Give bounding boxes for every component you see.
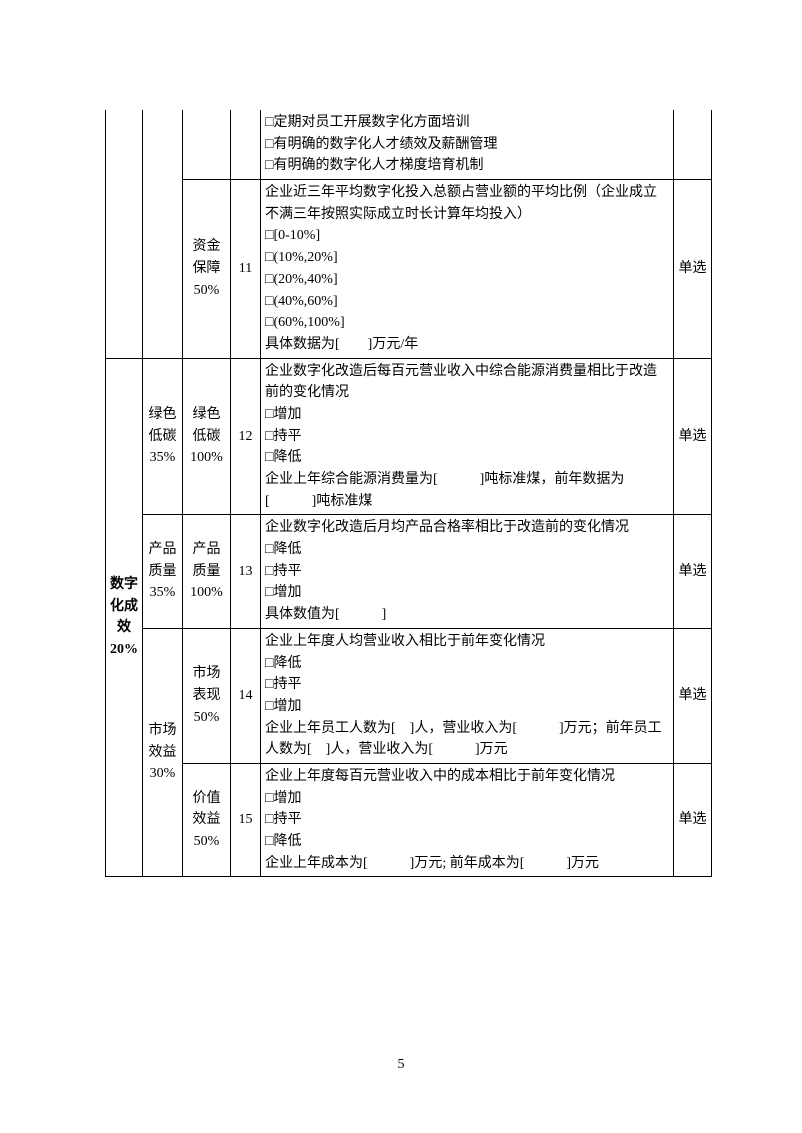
- cell-content: □定期对员工开展数字化方面培训 □有明确的数字化人才绩效及薪酬管理 □有明确的数…: [261, 110, 674, 180]
- cell-col-d: 11: [231, 180, 261, 359]
- table-row: 市场效益30% 市场表现50% 14 企业上年度人均营业收入相比于前年变化情况 …: [106, 628, 712, 763]
- cell-col-d: 14: [231, 628, 261, 763]
- table-row: □定期对员工开展数字化方面培训 □有明确的数字化人才绩效及薪酬管理 □有明确的数…: [106, 110, 712, 180]
- cell-col-c: 产品质量100%: [183, 515, 231, 628]
- cell-col-d: 12: [231, 358, 261, 515]
- cell-content: 企业上年度人均营业收入相比于前年变化情况 □降低 □持平 □增加 企业上年员工人…: [261, 628, 674, 763]
- table-row: 产品质量35% 产品质量100% 13 企业数字化改造后月均产品合格率相比于改造…: [106, 515, 712, 628]
- cell-col-d: 15: [231, 763, 261, 876]
- cell-type: 单选: [674, 358, 712, 515]
- cell-type: [674, 110, 712, 180]
- cell-col-a: 数字化成效20%: [106, 358, 143, 877]
- cell-col-c: 价值效益50%: [183, 763, 231, 876]
- cell-col-a: [106, 110, 143, 358]
- cell-content: 企业近三年平均数字化投入总额占营业额的平均比例（企业成立不满三年按照实际成立时长…: [261, 180, 674, 359]
- cell-col-b: 产品质量35%: [143, 515, 183, 628]
- cell-col-b: 市场效益30%: [143, 628, 183, 877]
- table-row: 价值效益50% 15 企业上年度每百元营业收入中的成本相比于前年变化情况 □增加…: [106, 763, 712, 876]
- cell-col-c: 绿色低碳100%: [183, 358, 231, 515]
- page-number: 5: [0, 1057, 802, 1073]
- cell-content: 企业上年度每百元营业收入中的成本相比于前年变化情况 □增加 □持平 □降低 企业…: [261, 763, 674, 876]
- assessment-table: □定期对员工开展数字化方面培训 □有明确的数字化人才绩效及薪酬管理 □有明确的数…: [105, 110, 712, 877]
- cell-type: 单选: [674, 515, 712, 628]
- table-row: 数字化成效20% 绿色低碳35% 绿色低碳100% 12 企业数字化改造后每百元…: [106, 358, 712, 515]
- cell-content: 企业数字化改造后每百元营业收入中综合能源消费量相比于改造前的变化情况 □增加 □…: [261, 358, 674, 515]
- cell-col-b: [143, 110, 183, 358]
- cell-col-b: 绿色低碳35%: [143, 358, 183, 515]
- table-row: 资金保障50% 11 企业近三年平均数字化投入总额占营业额的平均比例（企业成立不…: [106, 180, 712, 359]
- cell-col-c: 资金保障50%: [183, 180, 231, 359]
- cell-type: 单选: [674, 180, 712, 359]
- cell-type: 单选: [674, 763, 712, 876]
- cell-col-d: [231, 110, 261, 180]
- cell-col-c: [183, 110, 231, 180]
- cell-col-d: 13: [231, 515, 261, 628]
- cell-col-c: 市场表现50%: [183, 628, 231, 763]
- cell-type: 单选: [674, 628, 712, 763]
- cell-content: 企业数字化改造后月均产品合格率相比于改造前的变化情况 □降低 □持平 □增加 具…: [261, 515, 674, 628]
- page: □定期对员工开展数字化方面培训 □有明确的数字化人才绩效及薪酬管理 □有明确的数…: [0, 0, 802, 1133]
